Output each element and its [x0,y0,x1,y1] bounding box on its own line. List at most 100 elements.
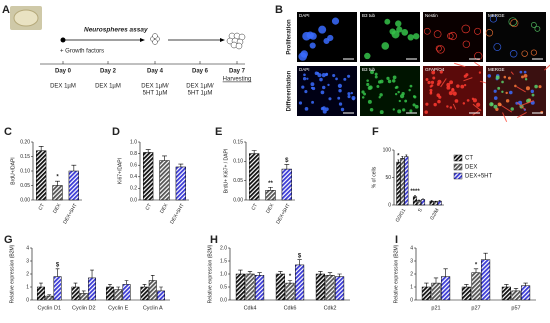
cell [423,27,431,35]
cell [412,103,416,107]
cell [304,90,308,94]
error-bar [523,282,528,286]
error-bar [397,159,400,163]
panel-letter: B [275,4,283,16]
error-bar [438,200,441,202]
x-tick-label: S [417,207,424,213]
cell [489,15,498,23]
bar [400,158,405,206]
cell [347,92,351,96]
bar-chart: E BrdU+ Ki67+ / DAPI 0.00 0.05 0.10 0.15 CT DEX… [215,126,295,225]
cell [303,73,306,77]
cell [524,78,528,81]
panel-letter: D [112,126,120,138]
cell [433,30,442,39]
sphere-small [150,33,160,45]
fiber [516,112,527,118]
cell [495,107,499,111]
error-bar [405,154,408,157]
y-tick-label: 4 [26,245,29,251]
assay-title: Neurospheres assay [84,27,148,34]
cell [318,25,327,34]
cell [310,82,315,87]
cell [340,107,345,112]
cell [310,86,314,90]
cell [437,99,441,104]
bar [148,280,157,301]
growth-factors: + Growth factors [60,49,104,55]
bar [433,201,438,206]
error-bar [47,294,52,297]
fiber [544,64,550,71]
fiber [440,78,447,88]
cell [387,79,392,84]
cell [376,84,380,88]
bar [235,273,245,301]
y-tick-label: 0 [26,297,29,303]
panel-letter: I [395,234,398,246]
cell [384,18,391,25]
bar [175,166,186,201]
error-bar [71,164,77,171]
bar [79,293,88,301]
significance: * [397,153,400,159]
cell [466,99,470,102]
cell [409,109,413,113]
x-tick-label: DEX+5HT [169,203,186,226]
cell [364,52,371,60]
error-bar [90,269,94,278]
bar [335,276,345,301]
cell [456,84,460,88]
cell [413,33,420,40]
bar [265,190,276,201]
cell [317,73,322,78]
error-bar [337,273,342,277]
treatment: 5HT 1µM [143,91,168,97]
cell [446,105,449,108]
cell [427,80,431,85]
row-label: Differentiation [287,70,293,111]
cell [430,80,435,85]
cell [509,50,518,58]
cell [398,99,401,103]
cell [332,73,336,78]
error-bar [473,268,479,273]
stain-label: DAPI [299,67,310,72]
error-bar [422,198,424,200]
cell [471,97,475,100]
y-tick-label: 0.20 [20,139,30,145]
fiber [452,103,457,110]
cell [337,83,342,88]
x-tick-label: DEX [52,202,63,214]
legend-label: DEX+5HT [465,174,493,180]
cell [478,71,482,74]
cell [430,84,434,87]
y-tick-label: 0.05 [20,183,30,189]
error-bar [251,150,257,154]
arrow [220,38,225,42]
significance: $ [298,253,302,259]
bar-chart: C BrdU+/DAPI 0.00 0.05 0.10 0.15 0.20 CT DEX * DEX… [4,126,82,225]
cell [514,84,517,88]
cell [437,79,442,84]
cell [505,91,508,95]
bar [143,152,154,201]
cell [525,86,530,91]
bar [140,286,149,301]
x-tick-label: G0/G1 [395,207,408,223]
timeline-labels: Day 0 Day 2 Day 4 Day 6 Day 7 DEX 1µM DEX 1µM D… [50,61,251,97]
day-label: Day 6 [192,69,209,75]
x-tick-label: DEX+5HT [275,203,292,226]
bar [122,284,131,301]
treatment: DEX 1µM/ [141,84,169,90]
y-tick-label: 0.05 [233,178,243,184]
error-bar [38,146,44,151]
cell [395,85,399,89]
cell [436,93,441,97]
y-axis-label: BrdU+ Ki67+ / DAPI [223,149,229,193]
error-bar [401,156,404,159]
cell [432,76,436,80]
cell [409,84,413,88]
y-axis-label: % of cells [371,166,377,188]
